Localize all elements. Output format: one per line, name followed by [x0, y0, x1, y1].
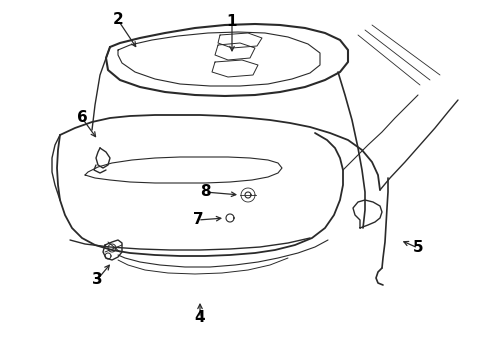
Text: 7: 7 — [193, 212, 203, 228]
Text: 4: 4 — [195, 310, 205, 325]
Text: 6: 6 — [76, 111, 87, 126]
Text: 1: 1 — [227, 14, 237, 30]
Text: 8: 8 — [200, 184, 210, 199]
Text: 2: 2 — [113, 13, 123, 27]
Text: 5: 5 — [413, 240, 423, 256]
Text: 3: 3 — [92, 273, 102, 288]
